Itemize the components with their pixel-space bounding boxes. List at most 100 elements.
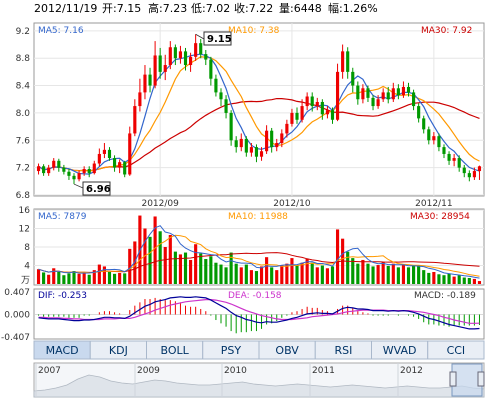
volume-bar <box>214 262 218 284</box>
candle <box>330 107 335 124</box>
candle <box>477 165 482 180</box>
volume-bar <box>472 278 476 284</box>
candle <box>148 67 152 93</box>
header-date: 2012/11/19 <box>34 2 97 15</box>
candle-body <box>391 88 395 100</box>
navigator-selection[interactable] <box>451 363 483 397</box>
quote-header: 2012/11/19 开:7.15 高:7.23 低:7.02 收:7.22 量… <box>34 1 378 15</box>
candle <box>432 132 436 145</box>
candle-body <box>472 171 476 178</box>
candle <box>209 56 213 86</box>
tab-label: KDJ <box>109 344 128 357</box>
candle-body <box>320 101 324 115</box>
candle <box>57 158 61 172</box>
candle <box>265 125 269 154</box>
dif-label: DIF: -0.253 <box>38 291 87 301</box>
volume-bar <box>432 271 436 284</box>
candle <box>128 126 132 176</box>
candle <box>67 169 71 180</box>
tab-kdj[interactable]: KDJ <box>89 340 147 360</box>
candle <box>280 129 284 148</box>
candle <box>102 143 106 159</box>
navigator-left-handle[interactable] <box>449 371 457 387</box>
volume-bar <box>427 272 431 284</box>
dif-line <box>38 296 480 330</box>
candle <box>254 144 259 163</box>
candle <box>412 89 416 111</box>
volume-bar <box>300 262 304 284</box>
volume-bar <box>47 274 51 284</box>
volume-bar <box>366 263 370 284</box>
volume-bar <box>391 263 395 284</box>
candle-body <box>346 51 350 72</box>
candle-body <box>254 147 259 157</box>
candle <box>442 144 446 159</box>
candle <box>391 82 395 102</box>
header-low: 低:7.02 <box>191 2 230 15</box>
tab-macd[interactable]: MACD <box>33 340 91 360</box>
volume-bar <box>209 256 213 284</box>
tab-psy[interactable]: PSY <box>202 340 260 360</box>
candle-body <box>229 112 233 141</box>
volume-bar <box>310 262 314 284</box>
candle <box>462 164 466 178</box>
high-callout: 9.15 <box>195 31 232 46</box>
price-y-tick: 8.0 <box>16 109 31 119</box>
candle-body <box>143 74 147 93</box>
candle <box>422 115 426 134</box>
candle <box>123 160 127 178</box>
tab-obv[interactable]: OBV <box>258 340 316 360</box>
volume-bar <box>234 263 238 284</box>
candle <box>351 67 355 93</box>
volume-ma10-line <box>38 234 480 277</box>
volume-bar <box>244 264 248 284</box>
tab-cci[interactable]: CCI <box>427 340 485 360</box>
tab-wvad[interactable]: WVAD <box>371 340 429 360</box>
volume-bar <box>290 258 294 284</box>
navigator-right-handle[interactable] <box>477 371 485 387</box>
volume-bar <box>219 264 223 284</box>
volume-bar <box>386 265 390 284</box>
candle <box>396 84 400 100</box>
candle-body <box>189 56 193 66</box>
candle <box>239 133 243 152</box>
candle-body <box>417 106 421 119</box>
candle-body <box>128 133 132 175</box>
candle-body <box>427 129 431 141</box>
macd-y-tick: -0.407 <box>1 333 30 343</box>
volume-ma10-label: MA10: 11988 <box>228 212 288 222</box>
volume-ma5-label: MA5: 7879 <box>38 212 87 222</box>
candle <box>305 92 309 111</box>
candle-body <box>406 86 411 93</box>
candle-body <box>158 55 162 72</box>
candle-body <box>335 71 340 120</box>
volume-bar <box>183 252 188 284</box>
volume-bars <box>36 215 482 284</box>
candle-body <box>462 167 466 174</box>
price-ma5-label: MA5: 7.16 <box>38 26 84 36</box>
time-navigator[interactable]: 2007 2009 2010 2011 2012 <box>33 362 485 398</box>
ma5-line <box>38 53 480 175</box>
candle-body <box>199 43 203 55</box>
tab-rsi[interactable]: RSI <box>314 340 372 360</box>
volume-bar <box>346 251 350 284</box>
navigator-year-label: 2012 <box>400 366 423 376</box>
volume-bar <box>477 281 482 284</box>
navigator-price-area <box>33 374 485 398</box>
candle-body <box>123 162 127 175</box>
candle <box>62 164 66 175</box>
volume-bar <box>381 261 385 284</box>
candle-body <box>452 158 456 161</box>
volume-bar <box>442 275 446 284</box>
candle-body <box>163 65 167 72</box>
volume-bar <box>361 259 365 284</box>
candle <box>427 126 431 145</box>
navigator-year-label: 2010 <box>224 366 247 376</box>
volume-bar <box>224 267 228 284</box>
candle <box>153 41 157 89</box>
volume-ma5-line <box>38 225 480 279</box>
tab-boll[interactable]: BOLL <box>146 340 204 360</box>
candle <box>219 88 223 107</box>
candle-body <box>371 97 375 107</box>
price-y-tick: 8.8 <box>16 54 31 64</box>
